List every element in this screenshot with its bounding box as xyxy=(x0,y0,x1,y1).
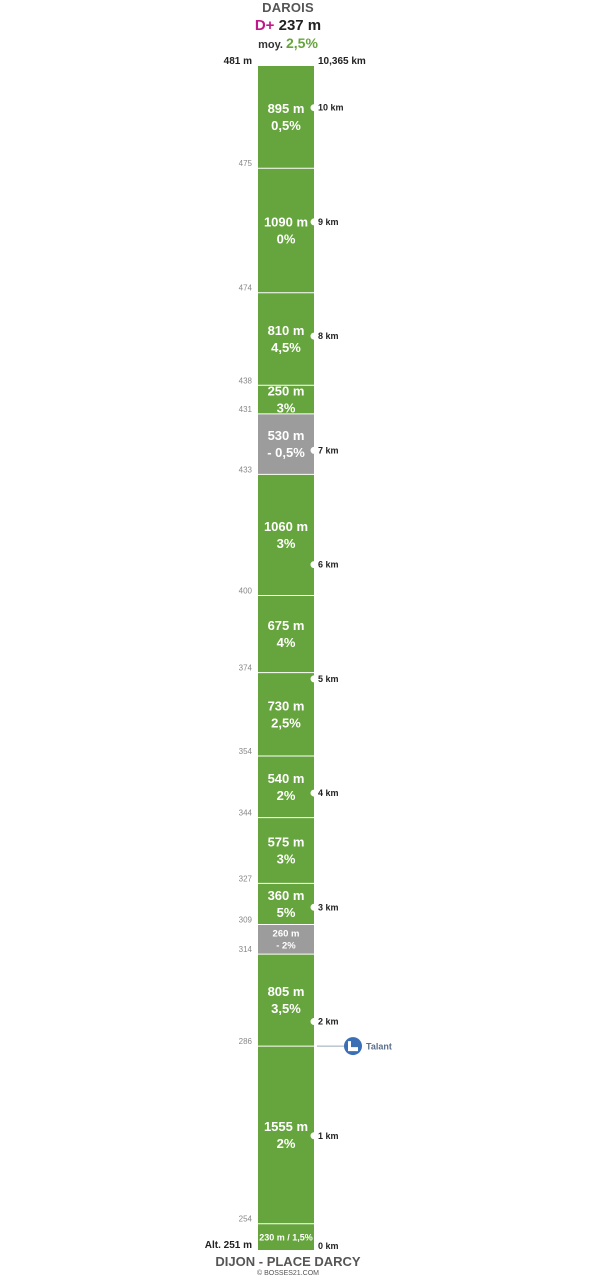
segment-distance: 1090 m xyxy=(264,215,308,230)
segment-bar xyxy=(258,292,314,386)
average-grade-value: 2,5% xyxy=(286,35,318,51)
altitude-label: 254 xyxy=(239,1215,253,1224)
segment-bar xyxy=(258,66,314,169)
segment-bar xyxy=(258,755,314,818)
segment-distance: 1555 m xyxy=(264,1119,308,1134)
km-marker-label: 2 km xyxy=(318,1017,339,1027)
altitude-label: 344 xyxy=(239,809,253,818)
segment-bar xyxy=(258,672,314,756)
km-marker-label: 3 km xyxy=(318,902,339,912)
altitude-label: 474 xyxy=(239,284,253,293)
average-grade: moy. 2,5% xyxy=(0,35,576,51)
segment-bar xyxy=(258,817,314,884)
km-notch xyxy=(310,218,318,226)
km-marker-label: 0 km xyxy=(318,1241,339,1251)
km-notch xyxy=(310,446,318,454)
segment-bar xyxy=(258,954,314,1047)
km-marker-label: 6 km xyxy=(318,560,339,570)
km-marker-label: 1 km xyxy=(318,1131,339,1141)
segment-grade: - 2% xyxy=(276,941,296,952)
km-marker-label: 8 km xyxy=(318,331,339,341)
km-notch xyxy=(310,561,318,569)
climb-title: DAROIS xyxy=(262,0,314,15)
altitude-label: 354 xyxy=(239,747,253,756)
km-marker-label: 5 km xyxy=(318,674,339,684)
segment-grade: 0,5% xyxy=(271,118,301,133)
summit-altitude: 481 m xyxy=(223,56,252,67)
segment-grade: 3% xyxy=(277,852,296,867)
altitude-label: 327 xyxy=(239,874,253,883)
km-notch xyxy=(310,1018,318,1026)
segment-grade: 5% xyxy=(277,905,296,920)
start-altitude: Alt. 251 m xyxy=(204,1240,252,1251)
segment-distance: 260 m xyxy=(273,929,300,940)
km-notch xyxy=(310,903,318,911)
segment-bar xyxy=(258,924,314,955)
km-notch xyxy=(310,1132,318,1140)
segment-distance: 895 m xyxy=(268,101,305,116)
total-distance: 10,365 km xyxy=(318,56,366,67)
km-marker-label: 10 km xyxy=(318,103,344,113)
km-notch xyxy=(310,332,318,340)
altitude-label: 374 xyxy=(239,664,253,673)
segment-distance: 675 m xyxy=(268,618,305,633)
altitude-label: 475 xyxy=(239,159,253,168)
segment-grade: 4,5% xyxy=(271,340,301,355)
elevation-gain: D+ 237 m xyxy=(0,17,576,34)
segment-bar xyxy=(258,595,314,673)
segment-bar xyxy=(258,883,314,925)
segment-label: 230 m / 1,5% xyxy=(259,1232,313,1242)
km-marker-label: 9 km xyxy=(318,217,339,227)
km-notch xyxy=(310,789,318,797)
segment-grade: 3% xyxy=(277,401,296,416)
landmark-icon xyxy=(344,1037,362,1056)
segment-distance: 810 m xyxy=(268,323,305,338)
segment-grade: 0% xyxy=(277,232,296,247)
segment-distance: 805 m xyxy=(268,984,305,999)
altitude-label: 314 xyxy=(239,945,253,954)
segment-bar xyxy=(258,168,314,293)
segment-distance: 1060 m xyxy=(264,519,308,534)
segment-bar xyxy=(258,413,314,475)
segment-distance: 360 m xyxy=(268,888,305,903)
segment-grade: 2% xyxy=(277,788,296,803)
segment-distance: 530 m xyxy=(268,428,305,443)
segment-distance: 730 m xyxy=(268,698,305,713)
segment-bar xyxy=(258,1223,314,1250)
site-credit: © BOSSES21.COM xyxy=(257,1270,319,1277)
poi-label: Talant xyxy=(366,1042,392,1052)
km-notch xyxy=(310,675,318,683)
segment-bar xyxy=(258,474,314,596)
segment-grade: 3% xyxy=(277,536,296,551)
start-location: DIJON - PLACE DARCY xyxy=(215,1254,361,1269)
segment-grade: 2,5% xyxy=(271,715,301,730)
altitude-label: 286 xyxy=(239,1037,253,1046)
altitude-label: 438 xyxy=(239,376,253,385)
altitude-label: 433 xyxy=(239,465,253,474)
segment-distance: 540 m xyxy=(268,771,305,786)
segment-bar xyxy=(258,385,314,414)
segment-grade: 4% xyxy=(277,635,296,650)
segment-grade: - 0,5% xyxy=(267,445,305,460)
elevation-gain-value: 237 m xyxy=(278,17,322,34)
segment-grade: 3,5% xyxy=(271,1001,301,1016)
landmark-glyph xyxy=(348,1041,358,1052)
elevation-gain-label: D+ xyxy=(254,17,275,34)
segment-grade: 2% xyxy=(277,1136,296,1151)
km-marker-label: 7 km xyxy=(318,445,339,455)
segment-distance: 575 m xyxy=(268,835,305,850)
altitude-label: 431 xyxy=(239,405,253,414)
segment-distance: 250 m xyxy=(268,384,305,399)
km-notch xyxy=(310,104,318,112)
altitude-label: 309 xyxy=(239,915,253,924)
altitude-label: 400 xyxy=(239,586,253,595)
segment-bar xyxy=(258,1046,314,1224)
km-marker-label: 4 km xyxy=(318,788,339,798)
average-grade-label: moy. xyxy=(258,39,283,51)
